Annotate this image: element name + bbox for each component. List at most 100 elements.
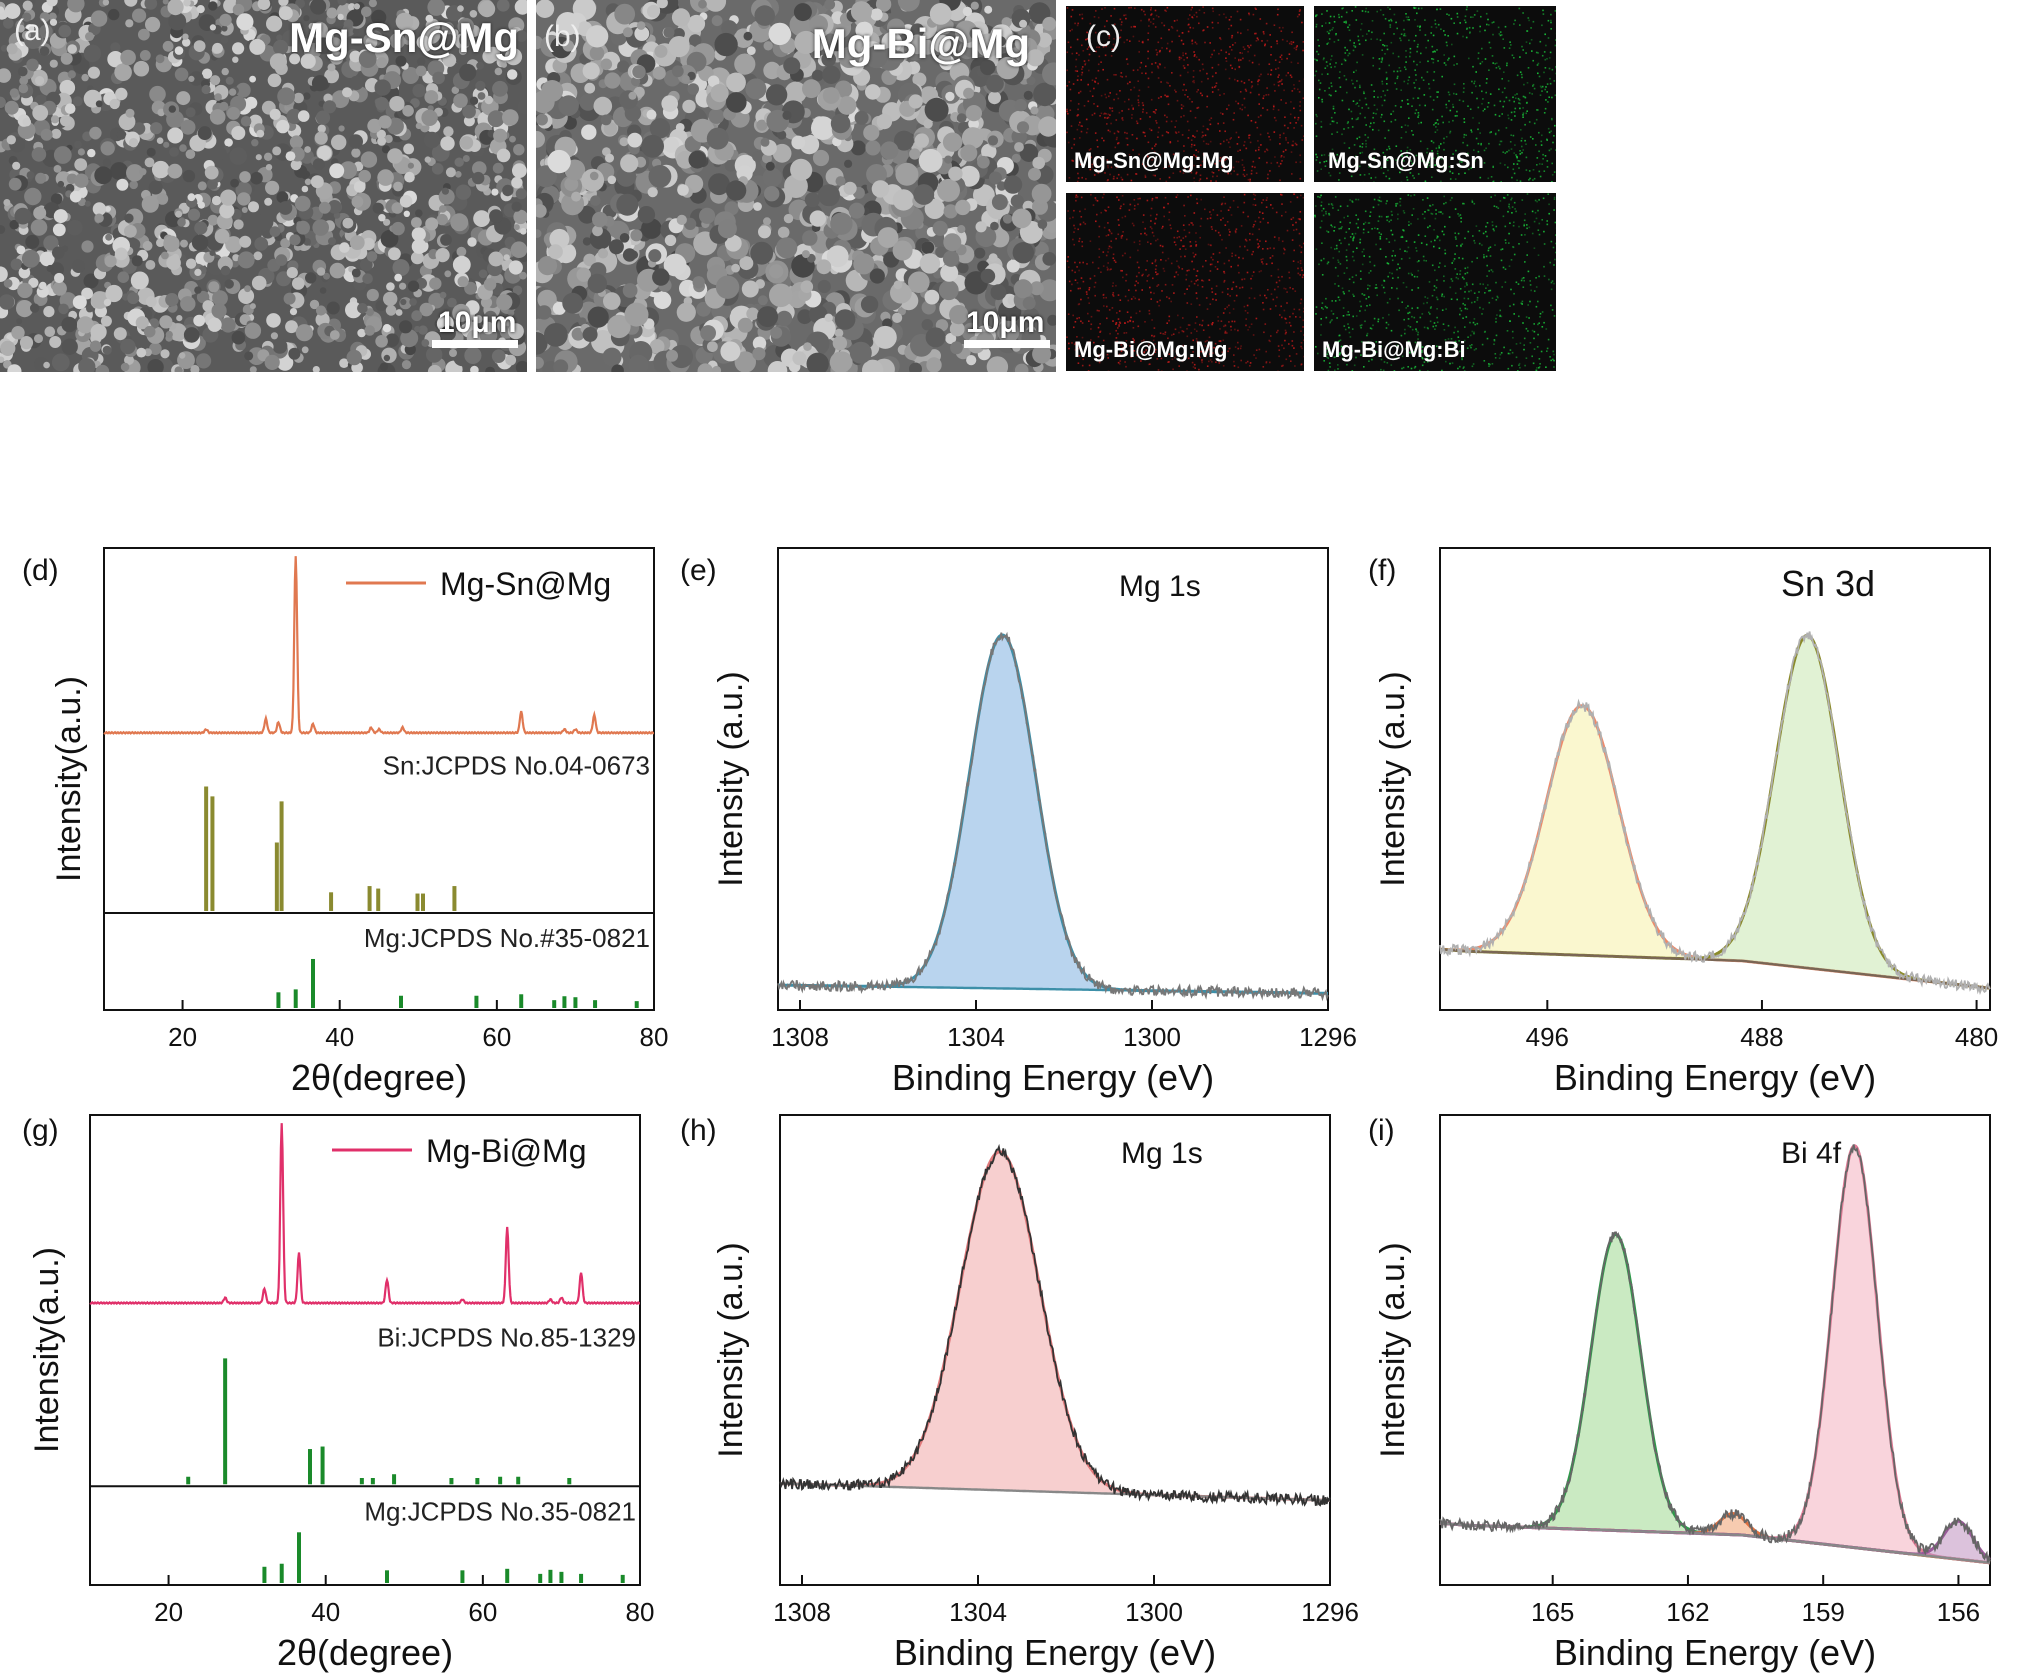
eds-dot bbox=[1465, 134, 1467, 136]
eds-dot bbox=[1301, 363, 1303, 365]
eds-dot bbox=[1090, 278, 1092, 280]
eds-dot bbox=[1459, 99, 1461, 101]
grain bbox=[803, 342, 812, 351]
grain bbox=[776, 237, 797, 258]
eds-dot bbox=[1212, 91, 1214, 93]
eds-dot bbox=[1435, 23, 1437, 25]
grain bbox=[653, 67, 666, 80]
grain bbox=[909, 148, 920, 159]
eds-dot bbox=[1240, 33, 1242, 35]
eds-dot bbox=[1244, 141, 1246, 143]
grain bbox=[296, 324, 313, 341]
eds-dot bbox=[1480, 63, 1482, 65]
grain bbox=[1032, 157, 1045, 170]
eds-dot bbox=[1124, 101, 1126, 103]
eds-dot bbox=[1195, 42, 1197, 44]
eds-dot bbox=[1228, 53, 1230, 55]
eds-dot bbox=[1263, 31, 1265, 33]
eds-dot bbox=[1368, 107, 1370, 109]
eds-dot bbox=[1544, 89, 1546, 91]
eds-dot bbox=[1147, 51, 1149, 53]
grain bbox=[520, 228, 527, 235]
eds-dot bbox=[1165, 10, 1167, 12]
eds-dot bbox=[1299, 80, 1301, 82]
eds-dot bbox=[1473, 83, 1475, 85]
eds-dot bbox=[1152, 198, 1154, 200]
eds-dot bbox=[1337, 131, 1339, 133]
eds-dot bbox=[1357, 117, 1359, 119]
grain bbox=[414, 326, 420, 332]
eds-dot bbox=[1072, 315, 1074, 317]
eds-dot bbox=[1554, 125, 1556, 127]
eds-dot bbox=[1291, 173, 1293, 175]
eds-dot bbox=[1187, 96, 1189, 98]
grain bbox=[208, 215, 219, 226]
eds-dot bbox=[1148, 20, 1150, 22]
eds-dot bbox=[1547, 101, 1549, 103]
eds-dot bbox=[1346, 49, 1348, 51]
eds-dot bbox=[1371, 84, 1373, 86]
eds-dot bbox=[1095, 282, 1097, 284]
grain bbox=[389, 96, 404, 111]
eds-dot bbox=[1291, 219, 1293, 221]
eds-dot bbox=[1100, 212, 1102, 214]
eds-dot bbox=[1140, 20, 1142, 22]
eds-dot bbox=[1419, 29, 1421, 31]
eds-dot bbox=[1316, 51, 1318, 53]
eds-dot bbox=[1372, 117, 1374, 119]
grain bbox=[144, 326, 156, 338]
grain bbox=[638, 206, 655, 223]
eds-dot bbox=[1223, 13, 1225, 15]
eds-dot bbox=[1182, 268, 1184, 270]
grain bbox=[304, 146, 311, 153]
eds-dot bbox=[1301, 22, 1303, 24]
grain bbox=[194, 286, 201, 293]
grain bbox=[52, 246, 65, 259]
grain bbox=[915, 133, 929, 147]
eds-dot bbox=[1067, 113, 1069, 115]
eds-dot bbox=[1281, 160, 1283, 162]
eds-dot bbox=[1281, 55, 1283, 57]
grain bbox=[1015, 99, 1027, 111]
grain bbox=[284, 293, 296, 305]
grain bbox=[221, 317, 236, 332]
eds-dot bbox=[1544, 34, 1546, 36]
eds-dot bbox=[1537, 157, 1539, 159]
eds-dot bbox=[1353, 50, 1355, 52]
eds-dot bbox=[1490, 131, 1492, 133]
eds-dot bbox=[1550, 130, 1552, 132]
eds-dot bbox=[1521, 74, 1523, 76]
grain bbox=[19, 84, 29, 94]
eds-dot bbox=[1335, 34, 1337, 36]
eds-dot bbox=[1246, 148, 1248, 150]
eds-dot bbox=[1158, 16, 1160, 18]
eds-dot bbox=[1529, 170, 1531, 172]
grain bbox=[140, 50, 151, 61]
grain bbox=[188, 193, 196, 201]
eds-dot bbox=[1267, 178, 1269, 180]
eds-dot bbox=[1335, 62, 1337, 64]
eds-dot bbox=[1191, 261, 1193, 263]
eds-dot bbox=[1218, 320, 1220, 322]
eds-dot bbox=[1475, 71, 1477, 73]
eds-dot bbox=[1168, 258, 1170, 260]
eds-dot bbox=[1437, 119, 1439, 121]
grain bbox=[960, 145, 977, 162]
eds-dot bbox=[1192, 40, 1194, 42]
eds-dot bbox=[1105, 113, 1107, 115]
eds-dot bbox=[1177, 274, 1179, 276]
eds-dot bbox=[1137, 123, 1139, 125]
grain bbox=[892, 313, 902, 323]
eds-dot bbox=[1271, 69, 1273, 71]
grain bbox=[354, 181, 366, 193]
eds-dot bbox=[1291, 41, 1293, 43]
eds-dot bbox=[1399, 38, 1401, 40]
eds-dot bbox=[1155, 62, 1157, 64]
eds-dot bbox=[1233, 361, 1235, 363]
grain bbox=[186, 107, 196, 117]
grain bbox=[988, 91, 1001, 104]
eds-dot bbox=[1522, 149, 1524, 151]
eds-dot bbox=[1196, 316, 1198, 318]
eds-dot bbox=[1095, 132, 1097, 134]
eds-dot bbox=[1550, 52, 1552, 54]
